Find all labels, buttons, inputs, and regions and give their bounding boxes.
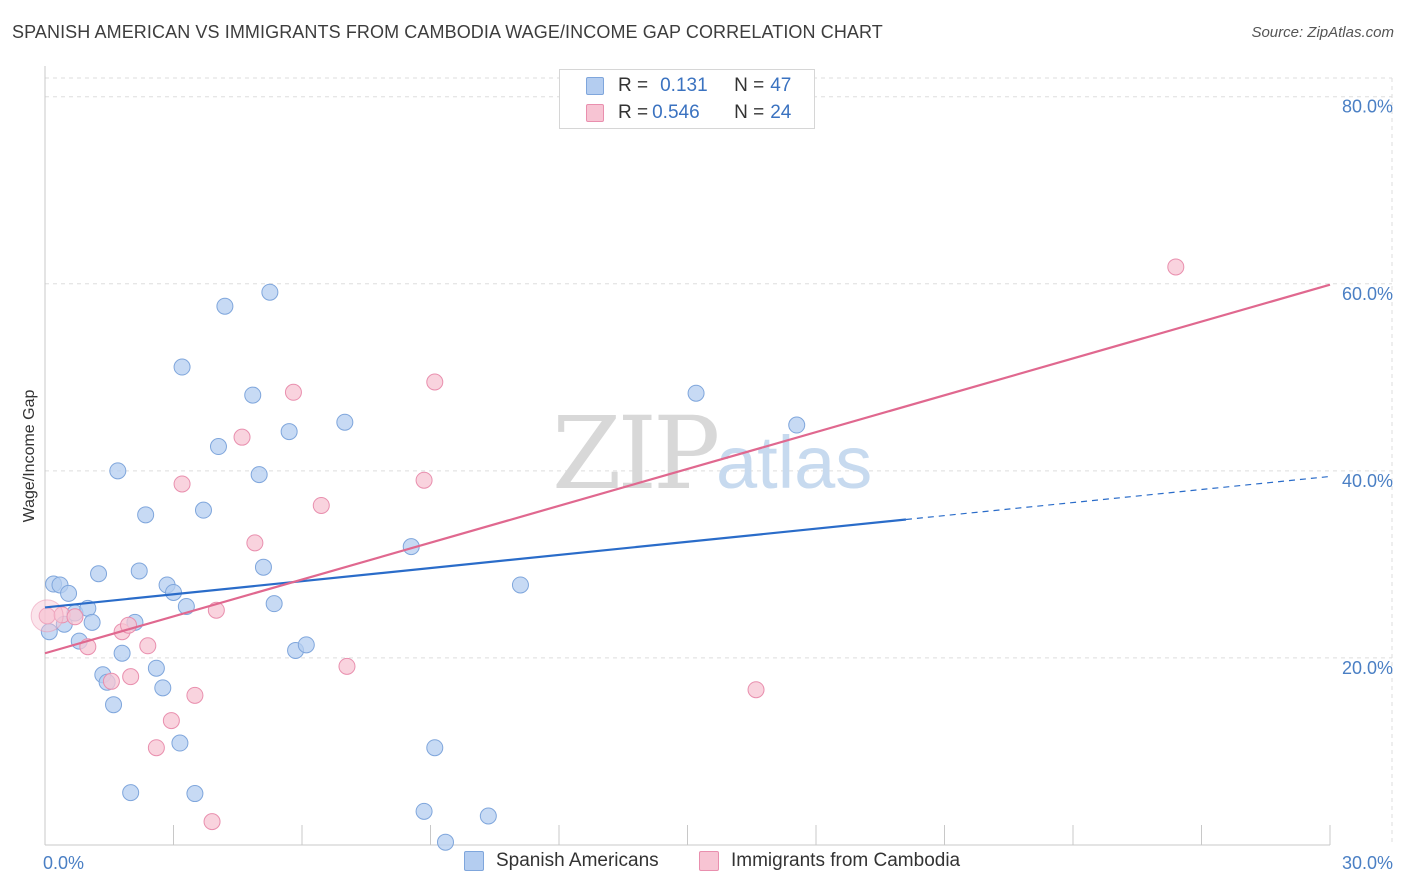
- legend-swatch-pink: [586, 104, 604, 122]
- data-point-spanish-americans: [250, 466, 268, 484]
- x-tick-label-min: 0.0%: [43, 853, 84, 873]
- data-point-spanish-americans: [109, 462, 127, 480]
- data-point-cambodia: [747, 681, 765, 699]
- trend-line-cambodia: [44, 283, 1331, 655]
- legend-n-value: 24: [770, 102, 792, 123]
- data-point-cambodia: [338, 657, 356, 675]
- data-point-spanish-americans: [90, 565, 108, 583]
- data-point-spanish-americans: [154, 679, 172, 697]
- data-point-spanish-americans: [137, 506, 155, 524]
- source-credit: Source: ZipAtlas.com: [1251, 24, 1394, 41]
- data-point-cambodia: [147, 739, 165, 757]
- data-point-spanish-americans: [216, 297, 234, 315]
- trend-line-spanish-americans-extension: [905, 475, 1331, 521]
- legend-n-label: N =: [734, 102, 765, 123]
- data-point-cambodia: [203, 813, 221, 831]
- data-point-cambodia: [312, 496, 330, 514]
- data-point-spanish-americans: [436, 833, 454, 851]
- data-point-spanish-americans: [479, 807, 497, 825]
- data-point-spanish-americans: [265, 595, 283, 613]
- y-tick-label: 20.0%: [1342, 658, 1393, 678]
- x-tick-labels: 0.0% 30.0%: [43, 853, 1393, 873]
- data-point-cambodia: [66, 608, 84, 626]
- watermark-zip: ZIP: [552, 395, 717, 512]
- data-point-spanish-americans: [788, 416, 806, 434]
- bottom-legend-swatch-blue: [464, 851, 484, 871]
- data-point-cambodia: [246, 534, 264, 552]
- y-tick-label: 80.0%: [1342, 97, 1393, 117]
- data-point-spanish-americans: [60, 584, 78, 602]
- legend-n-label: N =: [734, 75, 765, 96]
- chart-title: SPANISH AMERICAN VS IMMIGRANTS FROM CAMB…: [12, 22, 883, 42]
- data-point-spanish-americans: [336, 413, 354, 431]
- trend-line-spanish-americans: [44, 518, 907, 609]
- data-point-spanish-americans: [261, 283, 279, 301]
- bottom-legend-label: Spanish Americans: [496, 850, 659, 871]
- data-point-cambodia: [233, 428, 251, 446]
- legend-r-label: R =: [618, 102, 649, 123]
- data-point-spanish-americans: [165, 583, 182, 601]
- data-point-spanish-americans: [244, 386, 262, 404]
- data-point-spanish-americans: [130, 562, 148, 580]
- data-point-cambodia: [173, 475, 191, 493]
- data-point-spanish-americans: [280, 423, 298, 441]
- bottom-legend-swatch-pink: [699, 851, 719, 871]
- data-point-spanish-americans: [83, 613, 101, 631]
- watermark: ZIP atlas: [552, 395, 872, 512]
- data-point-cambodia: [139, 637, 157, 655]
- data-point-spanish-americans: [209, 438, 227, 456]
- legend-row-spanish-americans: R = 0.131 N = 47: [586, 73, 791, 99]
- data-point-cambodia: [122, 668, 140, 686]
- data-point-spanish-americans: [186, 785, 204, 803]
- y-tick-label: 40.0%: [1342, 471, 1393, 491]
- data-point-cambodia: [162, 712, 180, 730]
- data-point-cambodia: [102, 672, 120, 690]
- data-point-spanish-americans: [687, 384, 705, 402]
- legend-n-value: 47: [770, 75, 792, 96]
- data-point-spanish-americans: [147, 659, 165, 677]
- data-point-spanish-americans: [113, 644, 131, 662]
- legend-r-label: R =: [618, 75, 649, 96]
- y-axis-label: Wage/Income Gap: [21, 390, 38, 523]
- data-point-cambodia: [426, 373, 444, 391]
- series-spanish-americans-points: [40, 283, 806, 851]
- legend-row-cambodia: R = 0.546 N = 24: [586, 100, 791, 126]
- data-point-spanish-americans: [105, 696, 123, 714]
- data-point-cambodia: [415, 471, 433, 489]
- x-tick-label-max: 30.0%: [1342, 853, 1393, 873]
- data-point-spanish-americans: [171, 734, 189, 752]
- data-point-cluster-cambodia: [30, 599, 64, 633]
- data-point-cambodia: [1167, 258, 1185, 276]
- bottom-legend-spanish-americans: Spanish Americans: [464, 850, 659, 872]
- y-tick-label: 60.0%: [1342, 284, 1393, 304]
- series-cambodia-points: [30, 258, 1185, 831]
- legend-r-value: 0.546: [652, 102, 700, 123]
- data-point-spanish-americans: [194, 501, 212, 519]
- data-point-spanish-americans: [173, 358, 191, 376]
- data-point-cambodia: [284, 383, 302, 401]
- data-point-spanish-americans: [426, 739, 444, 757]
- correlation-legend: R = 0.131 N = 47 R = 0.546 N = 24: [559, 69, 815, 129]
- data-point-spanish-americans: [297, 636, 315, 654]
- bottom-legend-label: Immigrants from Cambodia: [731, 850, 961, 871]
- data-point-spanish-americans: [511, 576, 529, 594]
- data-point-spanish-americans: [122, 784, 140, 802]
- data-point-spanish-americans: [415, 802, 433, 820]
- bottom-legend-cambodia: Immigrants from Cambodia: [699, 850, 960, 872]
- data-point-spanish-americans: [254, 558, 272, 576]
- watermark-atlas: atlas: [716, 421, 872, 504]
- legend-swatch-blue: [586, 77, 604, 95]
- data-point-cambodia: [186, 686, 204, 704]
- y-tick-labels: 20.0% 40.0% 60.0% 80.0%: [1342, 97, 1393, 678]
- axes: [44, 66, 1331, 846]
- legend-r-value: 0.131: [660, 75, 708, 96]
- trend-lines: [44, 283, 1331, 655]
